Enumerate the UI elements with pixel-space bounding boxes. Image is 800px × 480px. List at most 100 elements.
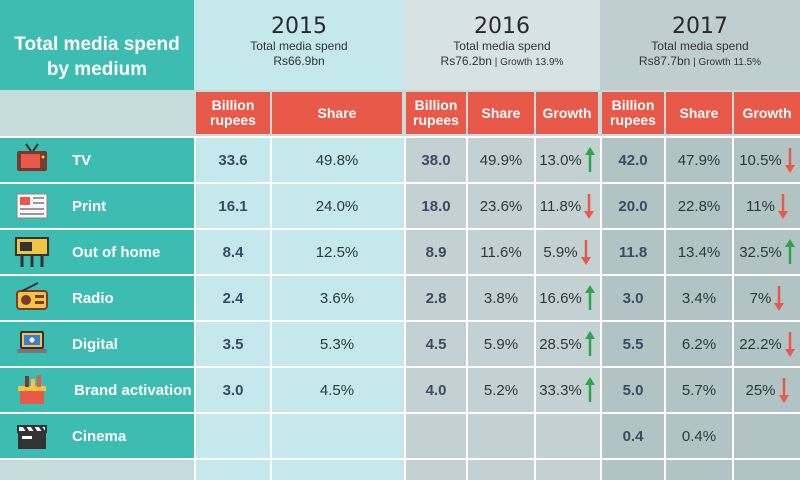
cell-y2015-br: 16.1	[196, 184, 270, 228]
col-header-billion-2017: Billion rupees	[602, 92, 664, 134]
cell-y2016-br: 18.0	[406, 184, 466, 228]
year-2015-header-bg	[194, 0, 404, 90]
year-total-growth: Rs87.7bn | Growth 11.5%	[600, 54, 800, 70]
year-label: 2017	[672, 14, 728, 39]
cell-y2017-growth: 22.2%	[734, 322, 800, 366]
cell-y2015-share: 12.5%	[272, 230, 402, 274]
row-label-cell: Digital	[0, 322, 194, 366]
tv-icon	[14, 142, 50, 183]
row-label: Out of home	[72, 243, 161, 261]
cell-value: 4.5%	[319, 381, 355, 399]
column-divider	[664, 136, 666, 480]
year-2017-column-bg	[600, 136, 800, 480]
cell-y2017-br: 11.8	[602, 230, 664, 274]
year-2017-block: 2017 Total media spend Rs87.7bn | Growth…	[600, 14, 800, 70]
arrow-up-icon	[584, 331, 595, 357]
cell-value: 11.8%	[539, 197, 582, 215]
cell-y2016-growth: 33.3%	[536, 368, 598, 412]
cell-y2016-growth: 11.8%	[536, 184, 598, 228]
year-2015-column-bg	[194, 136, 404, 480]
arrow-down-icon	[774, 285, 785, 311]
col-header-growth-2016: Growth	[536, 92, 598, 134]
cell-y2015-share: 49.8%	[272, 138, 402, 182]
radio-icon	[14, 280, 50, 321]
title-line-1: Total media spend	[14, 34, 180, 55]
cell-y2017-br: 20.0	[602, 184, 664, 228]
cell-value: 23.6%	[479, 197, 523, 215]
cell-value: 10.5%	[739, 151, 782, 169]
cell-y2016-growth	[536, 414, 598, 458]
cell-y2015-br: 3.0	[196, 368, 270, 412]
cell-value: 33.6	[218, 151, 248, 169]
cell-value: 5.5	[622, 335, 644, 353]
cell-y2017-growth: 7%	[734, 276, 800, 320]
year-total-growth: Rs76.2bn | Growth 13.9%	[404, 54, 600, 70]
cell-value: 32.5%	[739, 243, 782, 261]
laptop-icon	[14, 326, 50, 367]
cell-value: 2.8	[425, 289, 447, 307]
cell-y2017-share: 13.4%	[666, 230, 732, 274]
cell-value: 3.0	[622, 289, 644, 307]
cell-value: 13.4%	[677, 243, 721, 261]
column-divider	[466, 136, 468, 480]
cell-value: 16.6%	[539, 289, 582, 307]
col-header-share-2017: Share	[666, 92, 732, 134]
cell-y2017-growth: 11%	[734, 184, 800, 228]
cell-value: 0.4	[622, 427, 644, 445]
arrow-up-icon	[584, 285, 595, 311]
cell-y2016-growth: 16.6%	[536, 276, 598, 320]
cell-y2016-share: 5.9%	[468, 322, 534, 366]
cell-value: 7%	[749, 289, 772, 307]
cell-y2015-br: 33.6	[196, 138, 270, 182]
column-divider	[600, 136, 602, 480]
cell-y2017-growth: 25%	[734, 368, 800, 412]
cell-value: 25%	[745, 381, 776, 399]
row-label-cell: Print	[0, 184, 194, 228]
cell-value: 18.0	[421, 197, 451, 215]
cell-y2017-share: 5.7%	[666, 368, 732, 412]
title-panel	[0, 0, 194, 90]
arrow-up-icon	[784, 239, 795, 265]
column-divider	[194, 136, 196, 480]
cell-value: 11.8	[618, 243, 648, 261]
arrow-up-icon	[584, 377, 595, 403]
cell-value: 5.2%	[483, 381, 519, 399]
row-divider	[0, 320, 800, 322]
column-divider	[270, 136, 272, 480]
col-header-billion-2016: Billion rupees	[406, 92, 466, 134]
cell-y2016-share: 49.9%	[468, 138, 534, 182]
cell-value: 22.8%	[677, 197, 721, 215]
year-total: Rs87.7bn	[638, 54, 691, 68]
year-2015-block: 2015 Total media spend Rs66.9bn	[194, 14, 404, 69]
cell-value: 16.1	[218, 197, 248, 215]
cell-y2016-share: 11.6%	[468, 230, 534, 274]
cell-value: 33.3%	[539, 381, 582, 399]
cell-value: 0.4%	[681, 427, 717, 445]
cell-y2017-growth: 10.5%	[734, 138, 800, 182]
cell-y2016-br: 8.9	[406, 230, 466, 274]
header-divider	[0, 136, 800, 138]
cell-y2016-br: 2.8	[406, 276, 466, 320]
column-divider	[534, 136, 536, 480]
cell-value: 3.0	[222, 381, 244, 399]
cell-y2015-br: 3.5	[196, 322, 270, 366]
year-2016-column-bg	[404, 136, 600, 480]
cell-y2017-br: 5.5	[602, 322, 664, 366]
cell-value: 8.4	[222, 243, 244, 261]
cell-y2017-br: 0.4	[602, 414, 664, 458]
cell-y2017-br: 5.0	[602, 368, 664, 412]
cell-value: 3.5	[222, 335, 244, 353]
cell-value: 5.9%	[483, 335, 519, 353]
row-divider	[0, 412, 800, 414]
year-2016-header-bg	[404, 0, 600, 90]
cell-y2017-share: 22.8%	[666, 184, 732, 228]
cell-value: 8.9	[425, 243, 447, 261]
cell-value: 6.2%	[681, 335, 717, 353]
cell-y2016-br: 38.0	[406, 138, 466, 182]
col-header-billion-2015: Billion rupees	[196, 92, 270, 134]
year-subtitle: Total media spend	[651, 39, 749, 53]
cell-value: 12.5%	[315, 243, 359, 261]
cell-y2017-br: 42.0	[602, 138, 664, 182]
cell-value: 3.4%	[681, 289, 717, 307]
cell-y2016-share: 23.6%	[468, 184, 534, 228]
